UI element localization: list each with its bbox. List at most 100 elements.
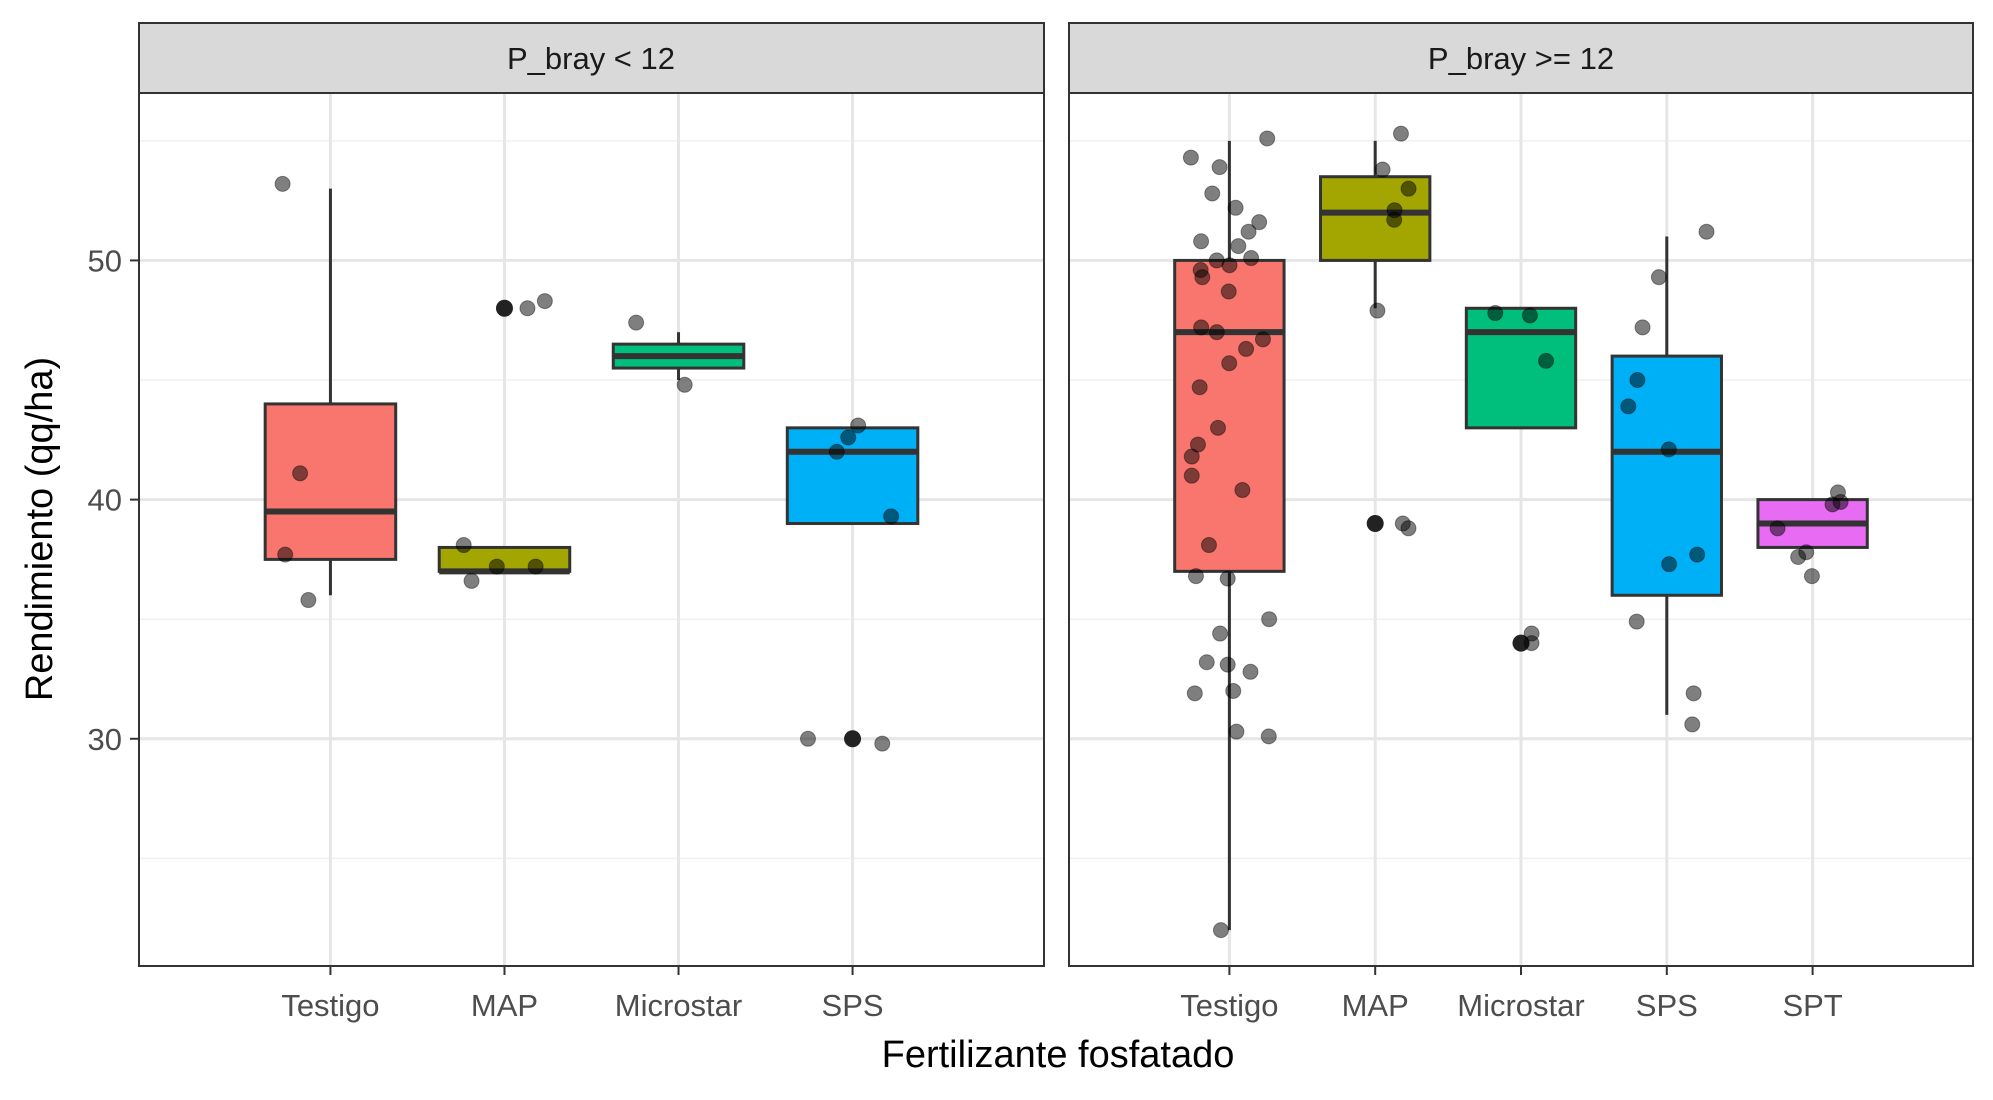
data-point bbox=[1183, 448, 1200, 465]
data-point bbox=[1182, 149, 1199, 166]
data-point bbox=[1628, 613, 1645, 630]
data-point bbox=[519, 300, 536, 317]
data-point bbox=[1369, 302, 1386, 319]
panel-left-strip bbox=[138, 22, 1045, 94]
data-point bbox=[1208, 324, 1225, 341]
data-point bbox=[1221, 355, 1238, 372]
data-point bbox=[1200, 537, 1217, 554]
x-tick-label: SPS bbox=[1636, 988, 1698, 1023]
panel-right-strip-label: P_bray >= 12 bbox=[1428, 41, 1614, 76]
data-point bbox=[1194, 269, 1211, 286]
x-tick-label: Microstar bbox=[615, 988, 742, 1023]
data-point bbox=[828, 443, 845, 460]
data-point bbox=[1220, 283, 1237, 300]
x-tick-label: Testigo bbox=[1180, 988, 1278, 1023]
data-point bbox=[799, 730, 816, 747]
y-tick-label: 30 bbox=[88, 722, 122, 757]
data-point bbox=[1685, 685, 1702, 702]
panel-left-strip-label: P_bray < 12 bbox=[507, 41, 675, 76]
data-point bbox=[1243, 250, 1260, 267]
data-point bbox=[527, 558, 544, 575]
outlier-point bbox=[1512, 634, 1530, 652]
panel-left-x-axis: Testigo MAP Microstar SPS bbox=[281, 966, 884, 1023]
data-point bbox=[1219, 570, 1236, 587]
data-point bbox=[1374, 161, 1391, 178]
data-point bbox=[1238, 340, 1255, 357]
y-axis: 30 40 50 bbox=[88, 243, 139, 757]
data-point bbox=[1392, 125, 1409, 142]
x-tick-label: SPT bbox=[1782, 988, 1842, 1023]
data-point bbox=[1234, 482, 1251, 499]
x-tick-label: MAP bbox=[471, 988, 538, 1023]
data-point bbox=[1259, 130, 1276, 147]
data-point bbox=[1240, 223, 1257, 240]
data-point bbox=[1824, 496, 1841, 513]
x-axis-title: Fertilizante fosfatado bbox=[882, 1034, 1235, 1076]
data-point bbox=[1660, 441, 1677, 458]
data-point bbox=[274, 175, 291, 192]
x-tick-label: SPS bbox=[822, 988, 884, 1023]
data-point bbox=[1198, 654, 1215, 671]
data-point bbox=[1211, 159, 1228, 176]
data-point bbox=[1521, 307, 1538, 324]
data-point bbox=[1650, 269, 1667, 286]
data-point bbox=[1204, 185, 1221, 202]
data-point bbox=[1221, 257, 1238, 274]
data-point bbox=[1790, 549, 1807, 566]
data-point bbox=[1191, 379, 1208, 396]
panel-right-x-axis: Testigo MAP Microstar SPS SPT bbox=[1180, 966, 1843, 1023]
x-tick-label: MAP bbox=[1342, 988, 1409, 1023]
data-point bbox=[628, 314, 645, 331]
panel-right-strip bbox=[1068, 22, 1974, 94]
data-point bbox=[1698, 223, 1715, 240]
data-point bbox=[1689, 546, 1706, 563]
data-point bbox=[1260, 728, 1277, 745]
data-point bbox=[1183, 467, 1200, 484]
data-point bbox=[455, 537, 472, 554]
data-point bbox=[1254, 331, 1271, 348]
data-point bbox=[1620, 398, 1637, 415]
box-sps bbox=[785, 426, 920, 526]
data-point bbox=[1228, 723, 1245, 740]
data-point bbox=[676, 376, 693, 393]
data-point bbox=[1400, 520, 1417, 537]
data-point bbox=[488, 558, 505, 575]
data-point bbox=[1629, 372, 1646, 389]
panel-right: P_bray >= 12 Testigo MAP Microstar SPS SPT bbox=[1068, 22, 1974, 1023]
data-point bbox=[1227, 199, 1244, 216]
data-point bbox=[1219, 656, 1236, 673]
data-point bbox=[300, 592, 317, 609]
data-point bbox=[1187, 568, 1204, 585]
data-point bbox=[463, 572, 480, 589]
box-testigo bbox=[1173, 258, 1286, 573]
data-point bbox=[536, 293, 553, 310]
data-point bbox=[1193, 319, 1210, 336]
data-point bbox=[850, 417, 867, 434]
y-tick-label: 50 bbox=[88, 243, 122, 278]
data-point bbox=[1684, 716, 1701, 733]
data-point bbox=[277, 546, 294, 563]
panel-right-boxes bbox=[1173, 140, 1869, 931]
x-tick-label: Testigo bbox=[281, 988, 379, 1023]
data-point bbox=[1210, 419, 1227, 436]
box-testigo bbox=[263, 402, 398, 561]
data-point bbox=[1769, 520, 1786, 537]
data-point bbox=[1251, 214, 1268, 231]
outlier-point bbox=[844, 730, 862, 748]
panel-right-points bbox=[1182, 125, 1849, 939]
panel-left: P_bray < 12 Testigo MAP Microstar SPS 30 40 5… bbox=[88, 22, 1045, 1023]
data-point bbox=[1523, 635, 1540, 652]
panel-left-points bbox=[274, 175, 900, 752]
data-point bbox=[1538, 352, 1555, 369]
outlier-point bbox=[1366, 515, 1384, 533]
data-point bbox=[1225, 682, 1242, 699]
data-point bbox=[874, 735, 891, 752]
y-tick-label: 40 bbox=[88, 483, 122, 518]
data-point bbox=[883, 508, 900, 525]
x-tick-label: Microstar bbox=[1457, 988, 1584, 1023]
data-point bbox=[292, 465, 309, 482]
data-point bbox=[1634, 319, 1651, 336]
box-microstar bbox=[1464, 306, 1578, 430]
data-point bbox=[1193, 233, 1210, 250]
outlier-point bbox=[495, 299, 513, 317]
